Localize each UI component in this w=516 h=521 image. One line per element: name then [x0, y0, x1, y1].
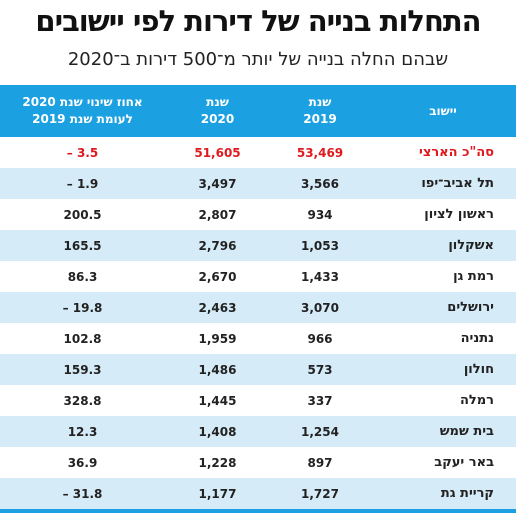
table: יישוב שנת 2019 שנת 2020 אחוז שינוי שנת 2020… — [0, 85, 516, 509]
value-cell: 12.3 — [0, 416, 165, 447]
value-cell: 86.3 — [67, 269, 98, 284]
city-cell: תל אביב־יפו — [370, 168, 516, 199]
value-cell: 2,463 — [165, 292, 270, 323]
table-row: תל אביב־יפו 3,566 3,497– 1.9 — [0, 168, 516, 199]
value-cell: 1,408 — [165, 416, 270, 447]
city-cell: רמלה — [459, 393, 494, 408]
table-row: רמת גן 1,433 2,670 86.3 — [0, 261, 516, 292]
value-cell: 1,959 — [198, 331, 237, 346]
column-header: שנת 2020 — [165, 85, 270, 137]
value-cell: 573 — [270, 354, 370, 385]
table-row: אשקלון 1,053 2,796 165.5 — [0, 230, 516, 261]
value-cell: 1,433 — [301, 269, 339, 284]
table-row: בית שמש 1,254 1,408 12.3 — [0, 416, 516, 447]
value-cell: 1,254 — [270, 416, 370, 447]
table-row: נתניה 966 1,959 102.8 — [0, 323, 516, 354]
value-cell: 3,497 — [165, 168, 270, 199]
column-header: אחוז שינוי שנת 2020 לעומת שנת 2019 — [0, 85, 165, 137]
city-cell: ראשון לציון — [424, 207, 494, 222]
city-cell: באר יעקב — [434, 455, 494, 470]
value-cell: 1,228 — [198, 455, 237, 470]
column-header: שנת 2019 — [270, 85, 370, 137]
value-cell: 934 — [307, 207, 333, 222]
subtitle: שבהם החלה בנייה של יותר מ־500 דירות ב־20… — [67, 49, 449, 70]
value-cell: 2,670 — [198, 269, 237, 284]
value-cell: 328.8 — [63, 393, 102, 408]
city-cell: ירושלים — [370, 292, 516, 323]
value-cell: 3,566 — [270, 168, 370, 199]
city-cell: נתניה — [460, 331, 494, 346]
value-cell: 1,445 — [198, 393, 237, 408]
value-cell: 36.9 — [67, 455, 98, 470]
header-row: יישוב שנת 2019 שנת 2020 אחוז שינוי שנת 2020… — [0, 85, 516, 137]
bottom-rule — [0, 509, 516, 513]
value-cell: – 3.5 — [66, 145, 99, 160]
value-cell: 3,070 — [270, 292, 370, 323]
value-cell: 337 — [307, 393, 333, 408]
table-row: סה"כ הארצי 53,469 51,605 – 3.5 — [0, 137, 516, 168]
city-cell: אשקלון — [370, 230, 516, 261]
table-row: ירושלים 3,070 2,463– 19.8 — [0, 292, 516, 323]
city-cell: סה"כ הארצי — [419, 145, 494, 160]
value-cell: 2,807 — [198, 207, 237, 222]
value-cell: – 31.8 — [0, 478, 165, 509]
value-cell: 966 — [307, 331, 333, 346]
value-cell: 897 — [307, 455, 333, 470]
table-row: קריית גת 1,727 1,177– 31.8 — [0, 478, 516, 509]
value-cell: 1,727 — [270, 478, 370, 509]
value-cell: 1,177 — [165, 478, 270, 509]
title: התחלות בנייה של דירות לפי יישובים — [35, 4, 481, 38]
value-cell: 1,053 — [270, 230, 370, 261]
city-cell: בית שמש — [370, 416, 516, 447]
value-cell: 200.5 — [63, 207, 102, 222]
value-cell: – 19.8 — [0, 292, 165, 323]
value-cell: 53,469 — [296, 145, 344, 160]
value-cell: – 1.9 — [0, 168, 165, 199]
value-cell: 1,486 — [165, 354, 270, 385]
column-header: יישוב — [370, 85, 516, 137]
table-row: חולון 573 1,486 159.3 — [0, 354, 516, 385]
value-cell: 159.3 — [0, 354, 165, 385]
city-cell: חולון — [370, 354, 516, 385]
value-cell: 51,605 — [194, 145, 241, 160]
table-body: סה"כ הארצי 53,469 51,605– 3.5 תל אביב־יפו 3,… — [0, 137, 516, 509]
table-row: ראשון לציון 934 2,807 200.5 — [0, 199, 516, 230]
table-row: רמלה 337 1,445 328.8 — [0, 385, 516, 416]
table-row: באר יעקב 897 1,228 36.9 — [0, 447, 516, 478]
value-cell: 2,796 — [165, 230, 270, 261]
value-cell: 102.8 — [63, 331, 102, 346]
city-cell: קריית גת — [370, 478, 516, 509]
city-cell: רמת גן — [453, 269, 494, 284]
value-cell: 165.5 — [0, 230, 165, 261]
